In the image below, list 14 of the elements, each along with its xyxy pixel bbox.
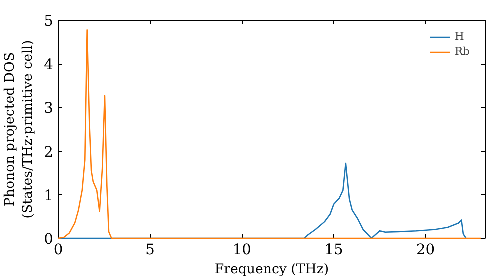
y-axis-title: Phonon projected DOS (States/THz·primitive cell) <box>3 40 36 219</box>
x-axis-title: Frequency (THz) <box>214 262 330 278</box>
y-tick-label: 5 <box>44 13 54 30</box>
x-tick-label: 20 <box>416 242 436 258</box>
legend-label: Rb <box>455 45 471 58</box>
x-tick-label: 10 <box>232 242 252 258</box>
y-tick-label: 2 <box>44 144 54 161</box>
x-tick-label: 15 <box>324 242 344 258</box>
x-tick-label: 5 <box>146 242 155 258</box>
y-tick-label: 3 <box>44 100 54 118</box>
y-tick-label: 1 <box>44 187 54 204</box>
legend-label: H <box>455 30 466 43</box>
y-tick-label: 0 <box>44 231 54 248</box>
y-tick-label: 4 <box>44 56 54 74</box>
